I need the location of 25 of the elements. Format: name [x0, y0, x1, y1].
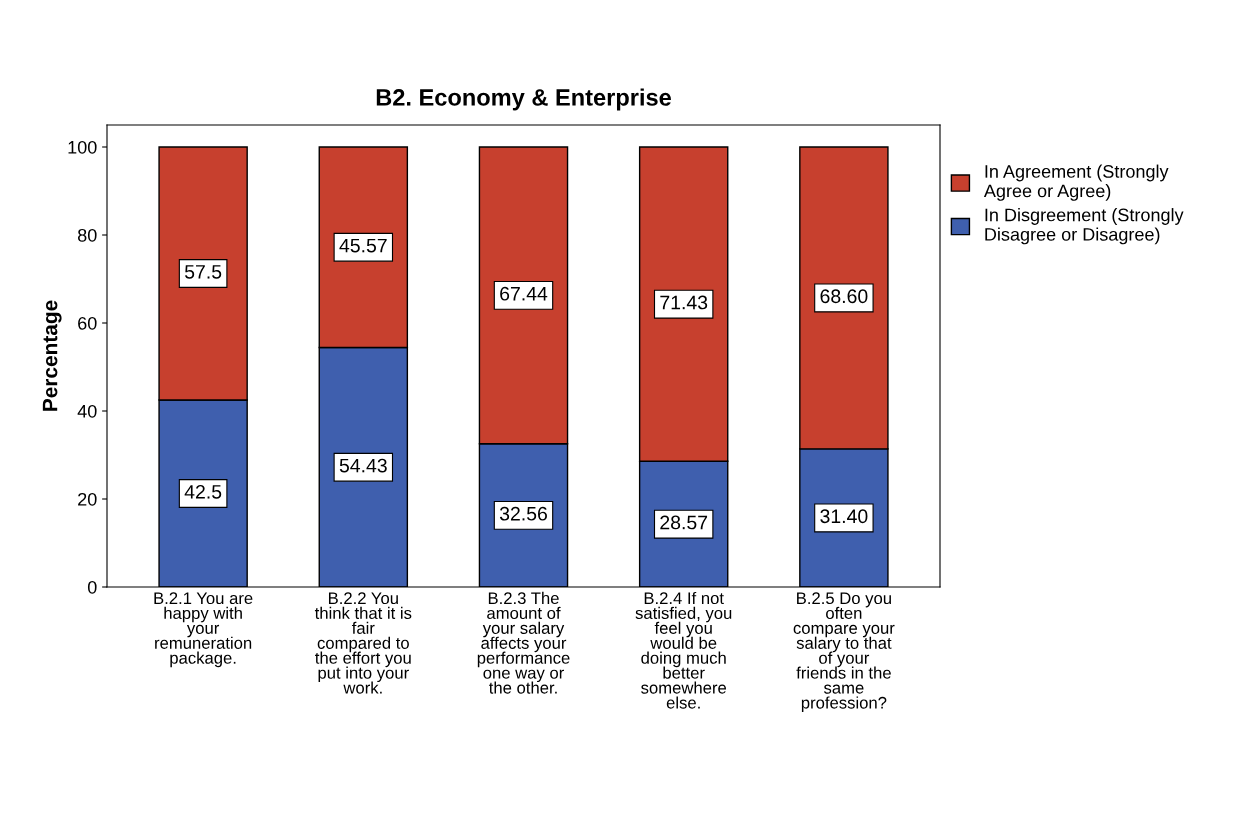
data-label: 31.40: [820, 509, 868, 524]
y-tick-label: 40: [77, 404, 97, 418]
chart-title: B2. Economy & Enterprise: [376, 88, 671, 111]
data-label: 57.5: [184, 265, 222, 279]
data-label: 45.57: [339, 238, 387, 253]
y-axis-title: Percentage: [42, 300, 62, 411]
y-tick-label: 20: [78, 492, 97, 506]
data-label: 68.60: [820, 289, 868, 304]
data-label: 42.5: [184, 484, 222, 499]
y-tick-label: 60: [78, 316, 97, 330]
x-tick-label: B.2.1 You are happy with your remuneration package.: [154, 592, 253, 668]
x-tick-label: B.2.2 You think that it is fair compared to the effort you put into your work.: [314, 592, 412, 694]
data-label: 32.56: [499, 506, 547, 521]
y-tick-label: 0: [87, 580, 97, 594]
data-label: 67.44: [500, 286, 548, 301]
y-tick-label: 80: [77, 228, 97, 242]
legend-label: In Disgreement (Strongly Disagree or Disagree): [985, 208, 1184, 245]
data-label: 28.57: [660, 515, 708, 530]
y-tick-label: 100: [68, 140, 97, 154]
x-tick-label: B.2.4 If not satisfied, you feel you would be doing much better somewhere else.: [635, 591, 732, 709]
legend-label: In Agreement (Strongly Agree or Agree): [983, 164, 1169, 201]
data-label: 71.43: [660, 295, 708, 310]
x-tick-label: B.2.5 Do you often compare your salary to that of your friends in the same profession?: [793, 592, 895, 712]
data-label: 54.43: [339, 458, 387, 473]
x-tick-label: B.2.3 The amount of your salary affects your performance one way or the other.: [477, 591, 570, 694]
